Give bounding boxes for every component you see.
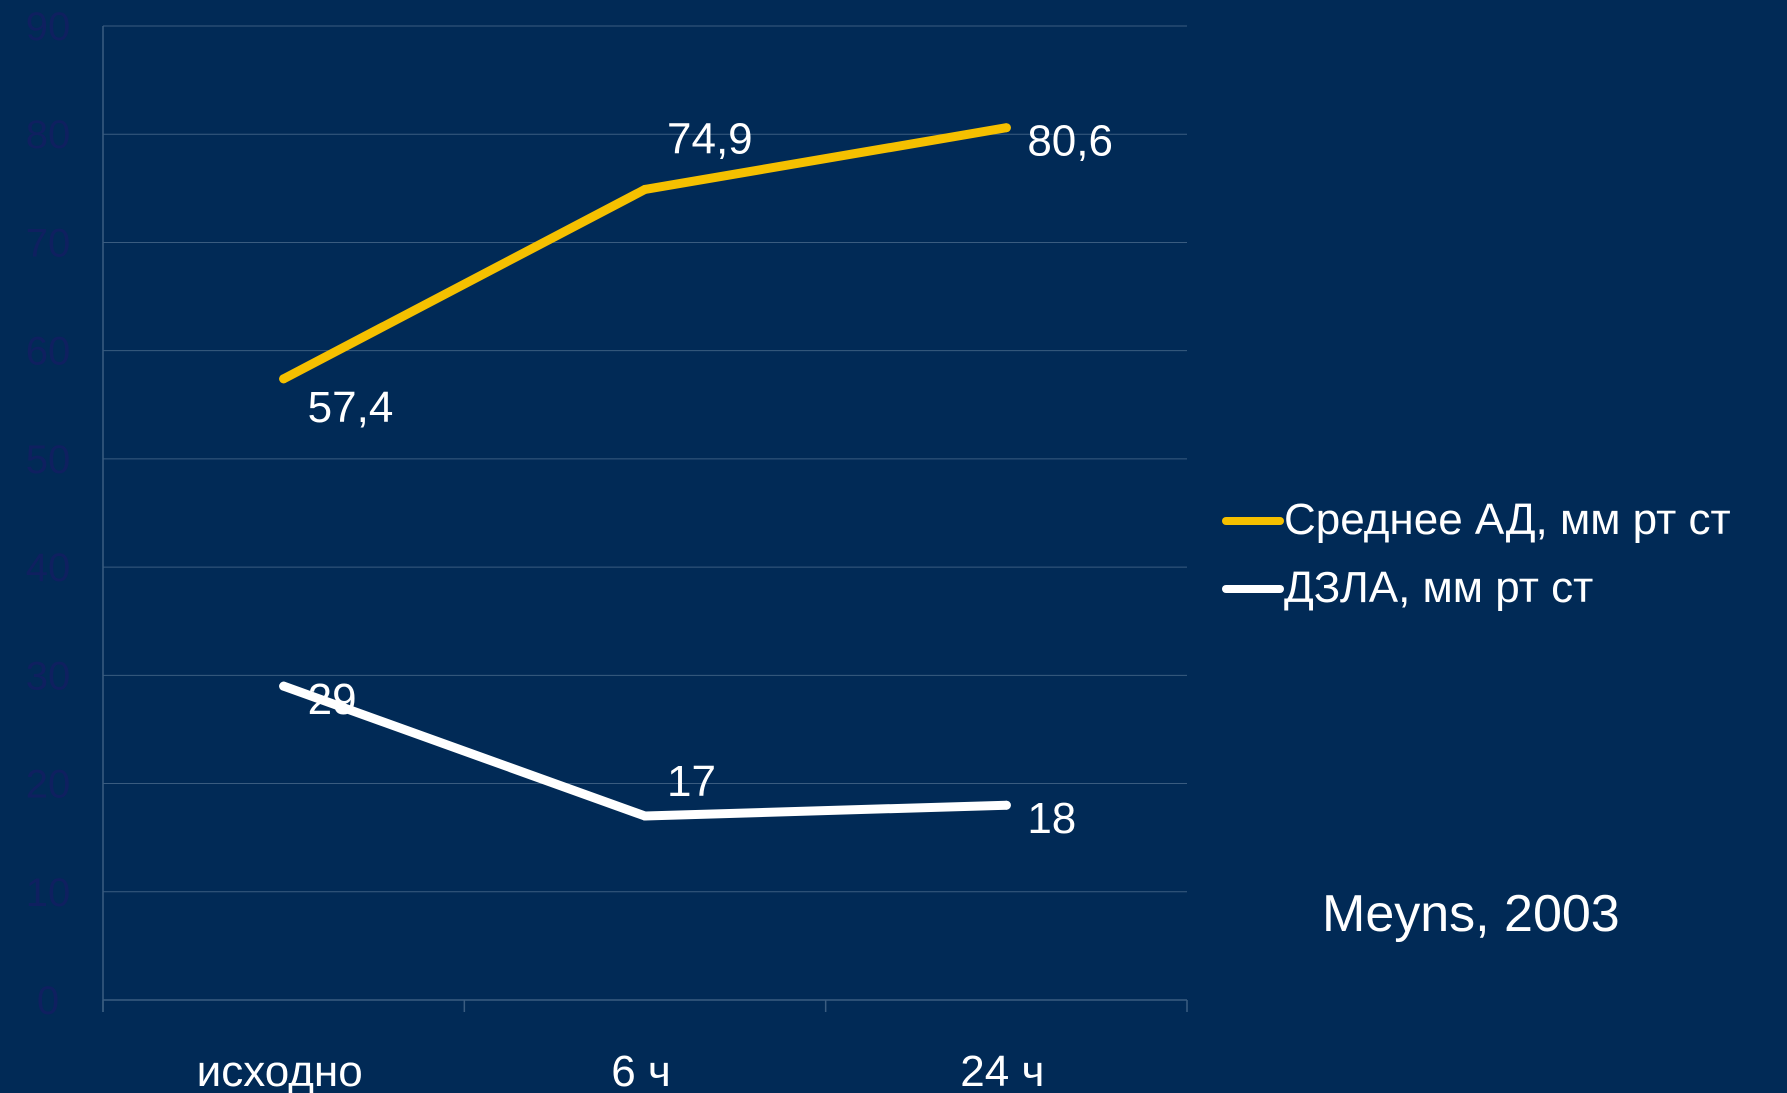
legend-label-mean-bp: Среднее АД, мм рт ст bbox=[1284, 495, 1731, 544]
y-tick-label-40: 40 bbox=[26, 546, 71, 590]
y-tick-label-60: 60 bbox=[26, 330, 71, 374]
y-tick-label-30: 30 bbox=[26, 654, 71, 698]
series-0-data-label-1: 74,9 bbox=[667, 114, 753, 163]
series-1-point-1 bbox=[640, 811, 650, 821]
legend-label-pcwp: ДЗЛА, мм рт ст bbox=[1284, 563, 1594, 612]
series-line-0 bbox=[279, 123, 1011, 384]
series-1-data-label-1: 17 bbox=[667, 757, 716, 806]
y-tick-label-20: 20 bbox=[26, 763, 71, 807]
x-tick-label-2: 24 ч bbox=[960, 1047, 1044, 1093]
y-tick-label-0: 0 bbox=[37, 979, 59, 1023]
series-1-data-label-0: 29 bbox=[308, 675, 357, 724]
y-tick-label-10: 10 bbox=[26, 871, 71, 915]
x-tick-label-0: исходно bbox=[197, 1047, 363, 1093]
series-0-point-1 bbox=[640, 184, 650, 194]
y-tick-label-90: 90 bbox=[26, 5, 71, 49]
y-tick-label-70: 70 bbox=[26, 221, 71, 265]
x-tick-label-1: 6 ч bbox=[611, 1047, 671, 1093]
series-1-point-0 bbox=[279, 681, 289, 691]
series-0-data-label-0: 57,4 bbox=[308, 383, 394, 432]
legend-swatch-mean-bp bbox=[1222, 517, 1284, 525]
series-0-data-label-2: 80,6 bbox=[1027, 117, 1113, 166]
source-note: Meyns, 2003 bbox=[1322, 885, 1620, 943]
series-line-1 bbox=[279, 681, 1011, 821]
series-0-point-0 bbox=[279, 374, 289, 384]
series-0-point-2 bbox=[1001, 123, 1011, 133]
series-1-point-2 bbox=[1001, 800, 1011, 810]
y-tick-label-80: 80 bbox=[26, 113, 71, 157]
series-1-data-label-2: 18 bbox=[1027, 794, 1076, 843]
legend-swatch-pcwp bbox=[1222, 585, 1284, 593]
y-tick-label-50: 50 bbox=[26, 438, 71, 482]
